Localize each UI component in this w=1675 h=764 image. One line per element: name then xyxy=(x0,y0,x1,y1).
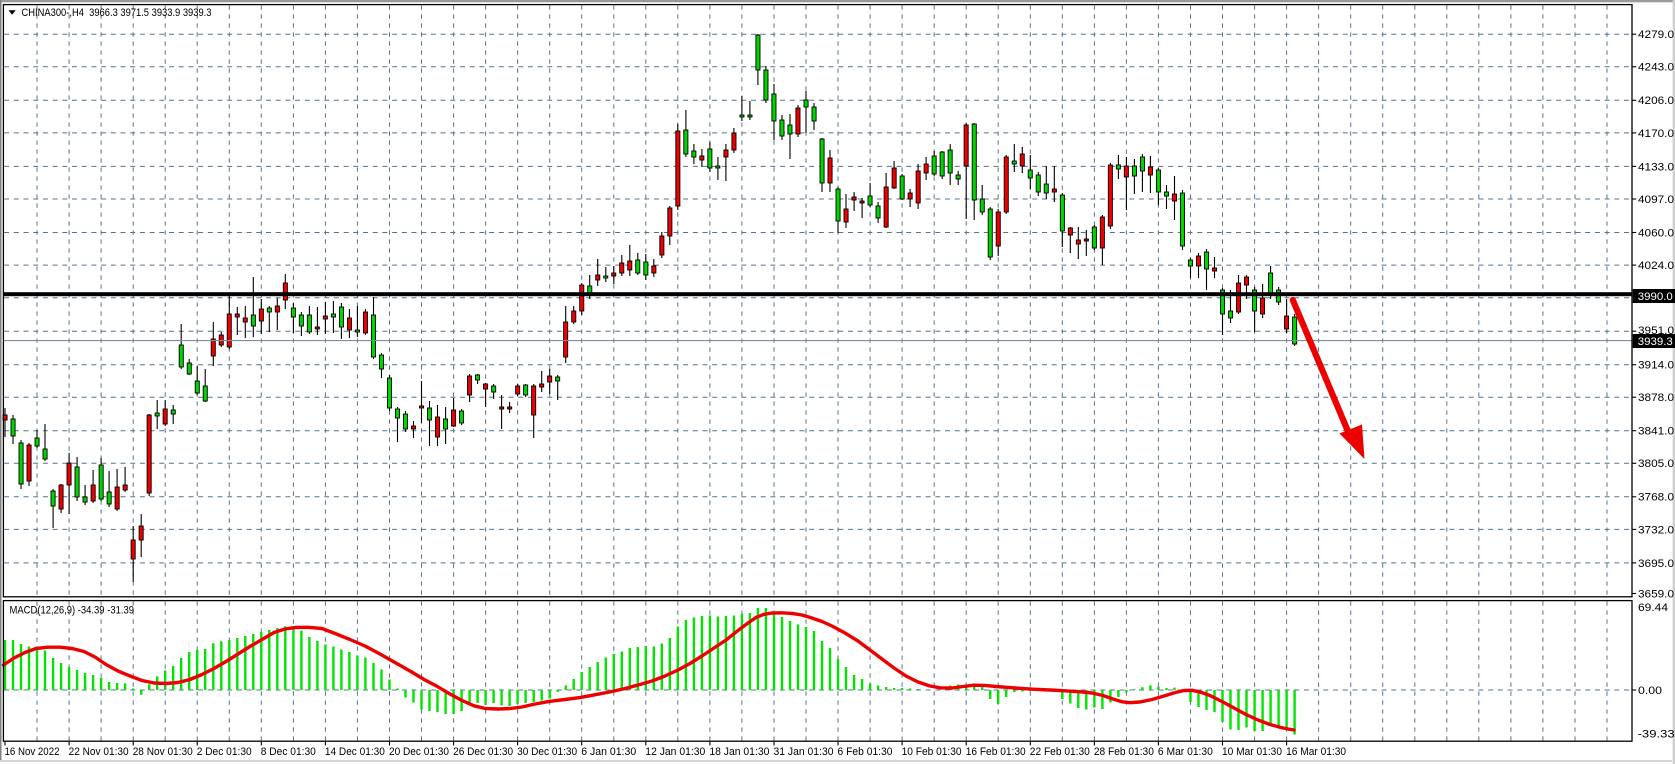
svg-text:3659.0: 3659.0 xyxy=(1638,588,1674,600)
svg-text:3732.0: 3732.0 xyxy=(1638,524,1674,536)
svg-text:16 Mar 01:30: 16 Mar 01:30 xyxy=(1286,746,1346,758)
svg-text:4170.0: 4170.0 xyxy=(1638,128,1674,140)
svg-text:28 Feb 01:30: 28 Feb 01:30 xyxy=(1094,746,1154,758)
svg-text:3695.0: 3695.0 xyxy=(1638,558,1674,570)
svg-text:MACD(12,26,9) -34.39 -31.39: MACD(12,26,9) -34.39 -31.39 xyxy=(10,605,135,617)
svg-text:4024.0: 4024.0 xyxy=(1638,260,1674,272)
svg-text:22 Feb 01:30: 22 Feb 01:30 xyxy=(1030,746,1090,758)
svg-text:30 Dec 01:30: 30 Dec 01:30 xyxy=(517,746,577,758)
svg-text:3805.0: 3805.0 xyxy=(1638,458,1674,470)
svg-text:3990.0: 3990.0 xyxy=(1638,291,1673,303)
svg-text:16 Feb 01:30: 16 Feb 01:30 xyxy=(966,746,1026,758)
svg-text:4206.0: 4206.0 xyxy=(1638,95,1674,107)
svg-text:2 Dec 01:30: 2 Dec 01:30 xyxy=(197,746,252,758)
svg-text:26 Dec 01:30: 26 Dec 01:30 xyxy=(453,746,513,758)
svg-text:4133.0: 4133.0 xyxy=(1638,161,1674,173)
svg-text:6 Mar 01:30: 6 Mar 01:30 xyxy=(1158,746,1213,758)
svg-text:3768.0: 3768.0 xyxy=(1638,492,1674,504)
svg-text:18 Jan 01:30: 18 Jan 01:30 xyxy=(709,746,769,758)
svg-text:6 Feb 01:30: 6 Feb 01:30 xyxy=(838,746,893,758)
svg-text:4243.0: 4243.0 xyxy=(1638,62,1674,74)
svg-text:3878.0: 3878.0 xyxy=(1638,392,1674,404)
svg-text:3951.0: 3951.0 xyxy=(1638,325,1674,337)
svg-text:0.00: 0.00 xyxy=(1638,685,1662,697)
svg-text:4279.0: 4279.0 xyxy=(1638,29,1674,41)
svg-text:CHINA300-,H4 3966.3 3971.5 39: CHINA300-,H4 3966.3 3971.5 3933.9 3939.3 xyxy=(22,7,212,19)
svg-text:4097.0: 4097.0 xyxy=(1638,194,1674,206)
svg-text:31 Jan 01:30: 31 Jan 01:30 xyxy=(774,746,834,758)
svg-text:10 Mar 01:30: 10 Mar 01:30 xyxy=(1222,746,1282,758)
svg-text:3939.3: 3939.3 xyxy=(1638,336,1673,348)
svg-text:69.44: 69.44 xyxy=(1638,602,1668,614)
svg-text:16 Nov 2022: 16 Nov 2022 xyxy=(5,746,60,758)
svg-text:28 Nov 01:30: 28 Nov 01:30 xyxy=(133,746,193,758)
svg-text:-39.33: -39.33 xyxy=(1638,728,1675,740)
svg-text:3841.0: 3841.0 xyxy=(1638,426,1674,438)
svg-text:20 Dec 01:30: 20 Dec 01:30 xyxy=(389,746,449,758)
svg-text:12 Jan 01:30: 12 Jan 01:30 xyxy=(645,746,705,758)
svg-text:8 Dec 01:30: 8 Dec 01:30 xyxy=(261,746,316,758)
svg-text:4060.0: 4060.0 xyxy=(1638,227,1674,239)
svg-text:6 Jan 01:30: 6 Jan 01:30 xyxy=(581,746,636,758)
svg-text:3914.0: 3914.0 xyxy=(1638,360,1674,372)
svg-text:14 Dec 01:30: 14 Dec 01:30 xyxy=(325,746,385,758)
svg-text:22 Nov 01:30: 22 Nov 01:30 xyxy=(69,746,129,758)
svg-text:10 Feb 01:30: 10 Feb 01:30 xyxy=(902,746,962,758)
